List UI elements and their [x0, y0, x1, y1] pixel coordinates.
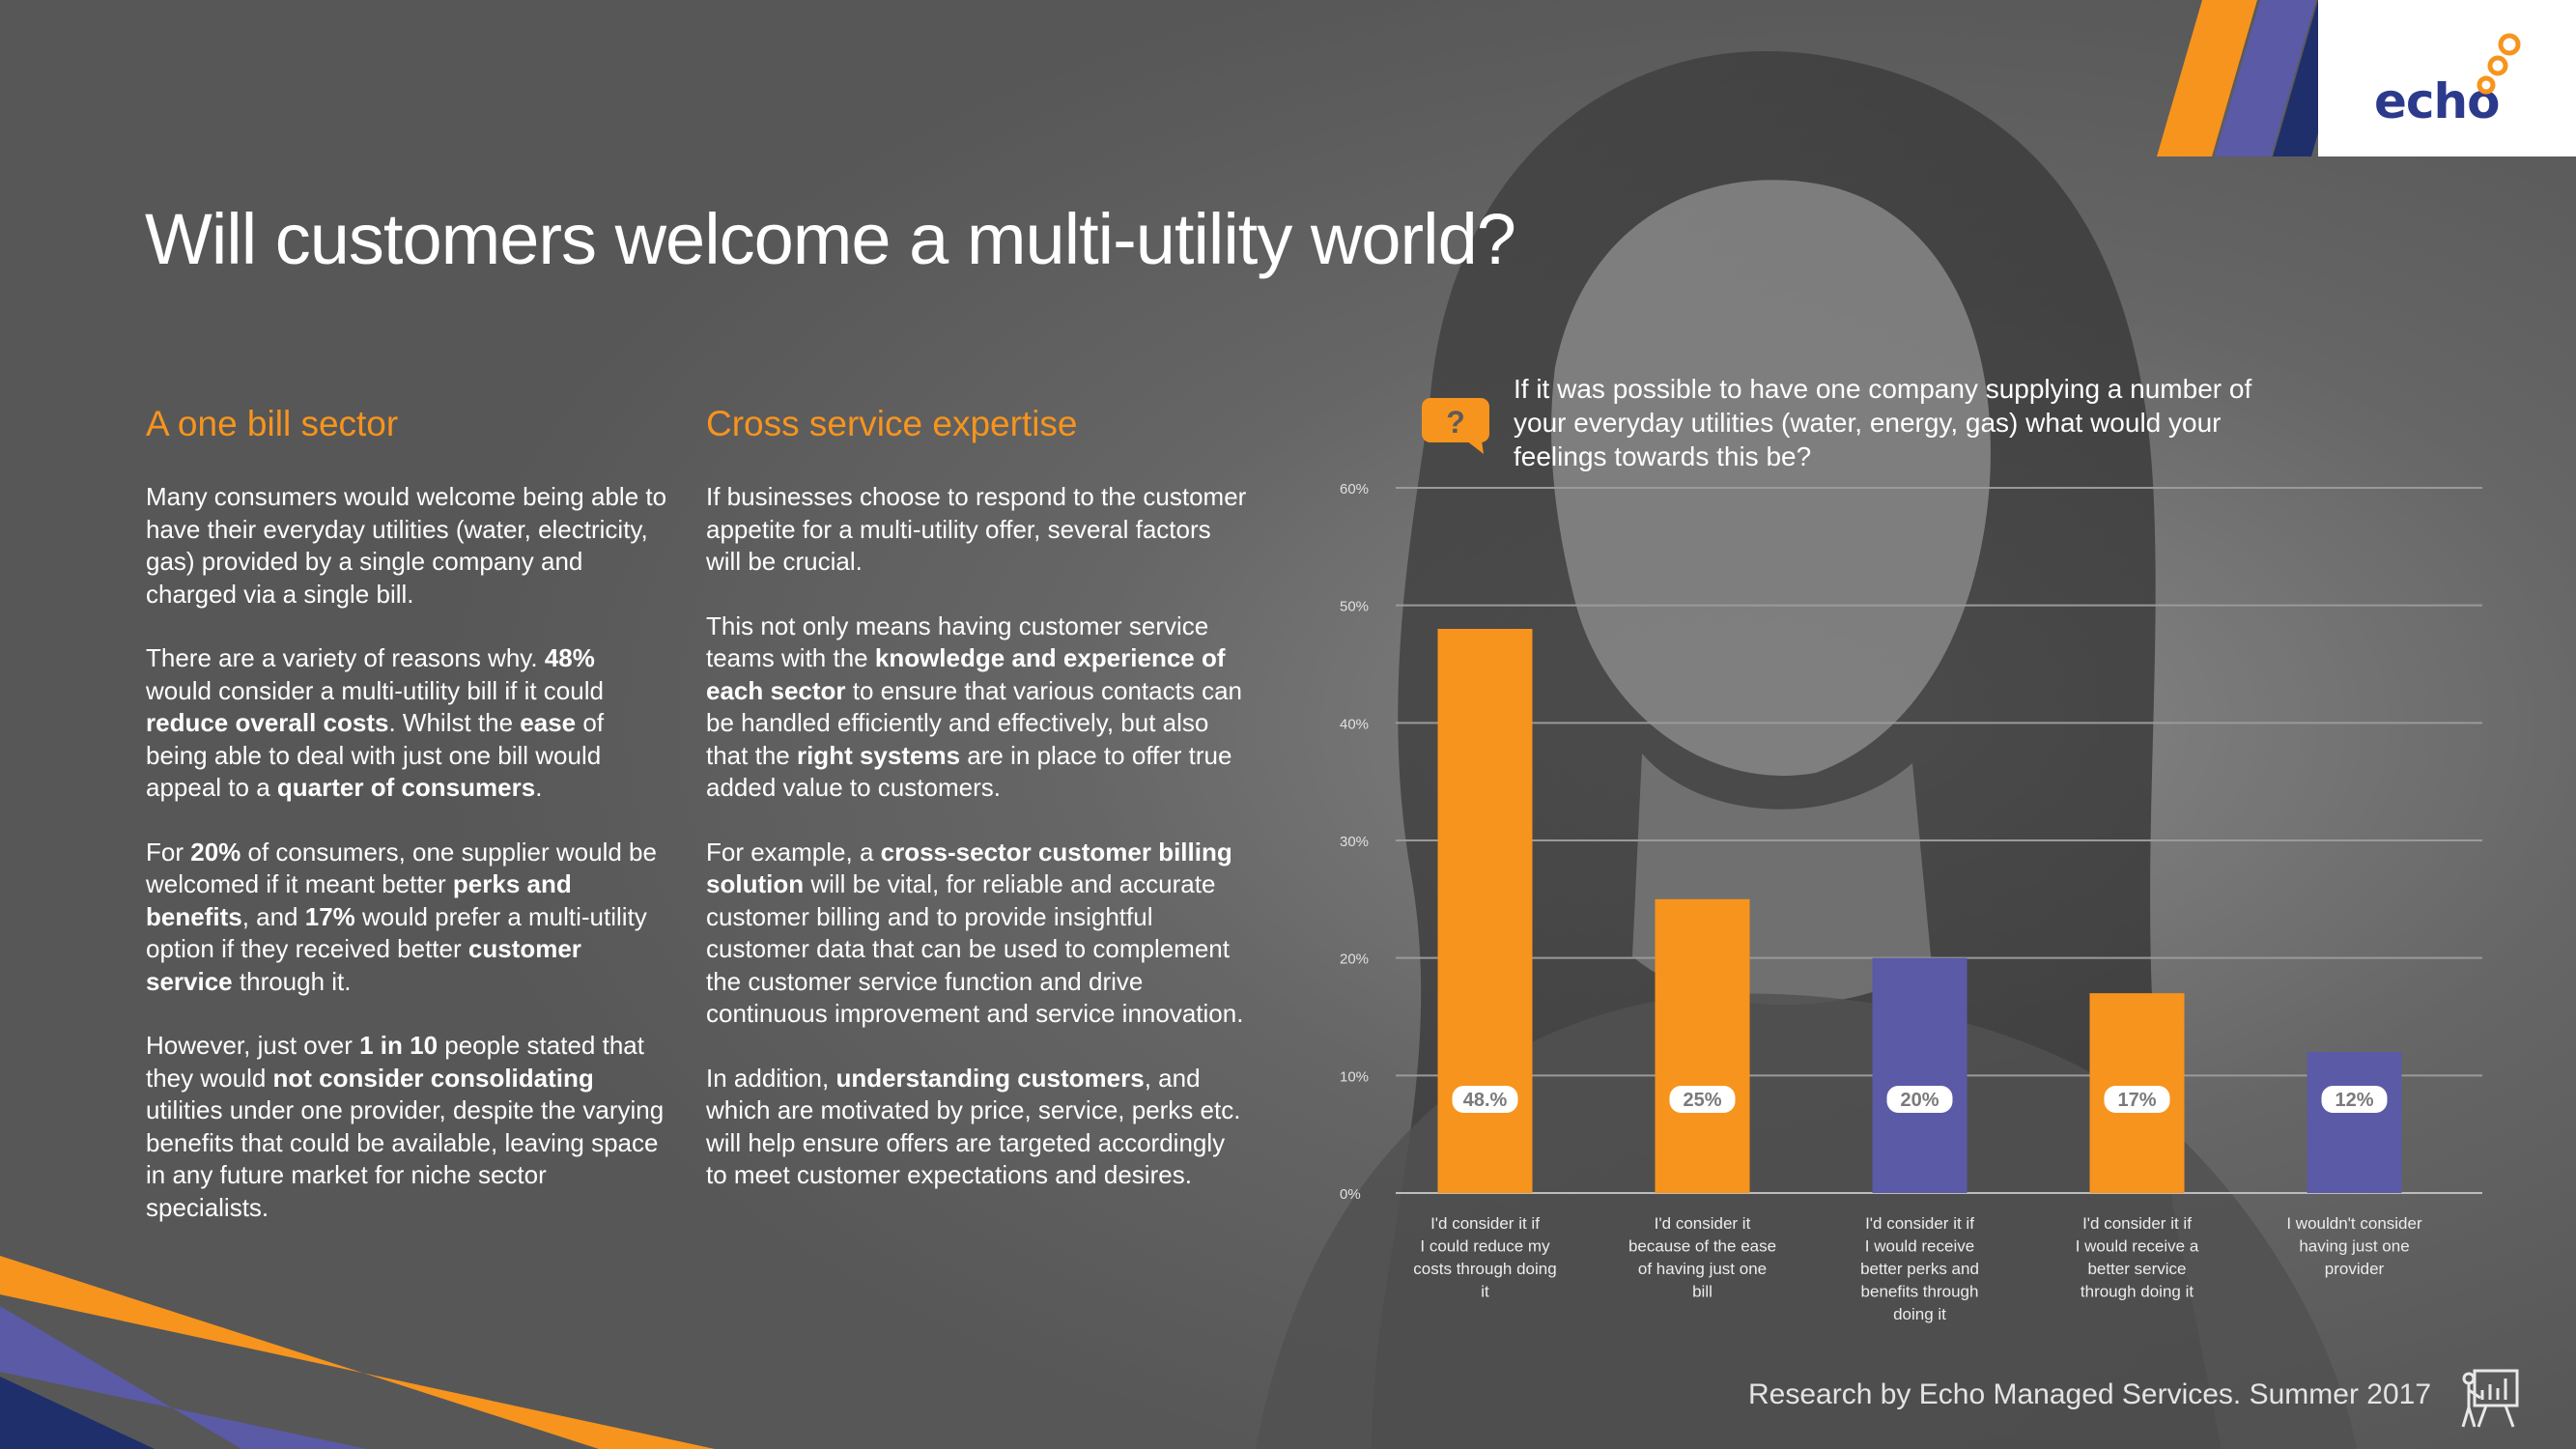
text-run: For: [146, 837, 191, 867]
cross-service-paragraph-3: For example, a cross-sector customer bil…: [706, 837, 1247, 1031]
one-bill-paragraph-3: For 20% of consumers, one supplier would…: [146, 837, 667, 999]
text-run: .: [535, 773, 543, 802]
data-label: 25%: [1683, 1090, 1721, 1111]
text-run: utilities under one provider, despite th…: [146, 1095, 665, 1222]
logo-box: [2318, 0, 2576, 156]
data-label-pill: [2104, 1086, 2170, 1113]
data-label-pill: [1669, 1086, 1736, 1113]
y-tick-label: 10%: [1340, 1068, 1369, 1085]
bar: [1655, 898, 1750, 1193]
data-label-pill: [2321, 1086, 2388, 1113]
text-run: knowledge and experience of each sector: [706, 643, 1226, 705]
research-credit: Research by Echo Managed Services. Summe…: [1748, 1378, 2432, 1410]
data-label: 48.%: [1463, 1090, 1508, 1111]
text-run: For example, a: [706, 837, 881, 867]
text-run: will be vital, for reliable and accurate…: [706, 869, 1244, 1028]
text-run: customer service: [146, 934, 581, 996]
text-run: people stated that they would: [146, 1031, 644, 1093]
text-run: 1 in 10: [359, 1031, 439, 1060]
text-run: 17%: [304, 901, 355, 931]
y-tick-label: 60%: [1340, 481, 1369, 497]
one-bill-paragraph-1: Many consumers would welcome being able …: [146, 482, 667, 609]
cross-service-paragraph-1: If businesses choose to respond to the c…: [706, 482, 1247, 576]
y-tick-label: 30%: [1340, 834, 1369, 850]
text-run: of being able to deal with just one bill…: [146, 708, 605, 802]
text-run: understanding customers: [835, 1063, 1145, 1093]
text-run: cross-sector customer billing solution: [706, 837, 1232, 899]
text-run: through it.: [232, 966, 352, 996]
text-run: There are a variety of reasons why.: [146, 643, 545, 672]
cross-service-heading: Cross service expertise: [706, 404, 1078, 443]
one-bill-paragraph-4: However, just over 1 in 10 people stated…: [146, 1030, 667, 1224]
text-run: would consider a multi-utility bill if i…: [146, 675, 604, 705]
y-tick-label: 20%: [1340, 952, 1369, 968]
bottom-navy-stripe: [0, 1377, 155, 1449]
text-run: However, just over: [146, 1031, 360, 1060]
text-run: . Whilst the: [388, 708, 521, 737]
text-run: ease: [520, 708, 577, 737]
text-run: would prefer a multi-utility option if t…: [146, 901, 647, 964]
text-run: 20%: [190, 837, 241, 867]
text-run: perks and benefits: [146, 869, 572, 931]
one-bill-sector-column: A one bill sector Many consumers would w…: [146, 404, 667, 1256]
logo-rings-icon: [2477, 33, 2521, 95]
text-run: to ensure that various contacts can be h…: [706, 675, 1242, 770]
text-run: 48%: [544, 643, 595, 672]
text-run: of consumers, one supplier would be welc…: [146, 837, 657, 899]
text-run: In addition,: [706, 1063, 836, 1093]
one-bill-sector-heading: A one bill sector: [146, 404, 399, 443]
chart-title: If it was possible to have one company s…: [1514, 374, 2252, 471]
y-tick-label: 0%: [1340, 1186, 1361, 1203]
cross-service-paragraph-2: This not only means having customer serv…: [706, 611, 1247, 805]
bar: [2307, 1052, 2402, 1193]
top-orange-stripe: [2157, 0, 2257, 156]
one-bill-paragraph-2: There are a variety of reasons why. 48% …: [146, 642, 667, 805]
portrait-face-shape: [1551, 180, 1991, 777]
text-run: quarter of consumers: [276, 773, 536, 802]
y-tick-label: 40%: [1340, 716, 1369, 732]
bottom-purple-stripe: [0, 1306, 367, 1449]
bar: [1872, 957, 1967, 1193]
text-run: right systems: [796, 740, 961, 770]
category-label: I'd consider it if I would receive better …: [1860, 1214, 1979, 1323]
data-label: 20%: [1900, 1090, 1939, 1111]
data-label-pill: [1886, 1086, 1953, 1113]
text-run: , and which are motivated by price, serv…: [706, 1063, 1241, 1190]
cross-service-column: Cross service expertise If businesses ch…: [706, 404, 1247, 1224]
category-label: I'd consider it because of the ease of hav…: [1628, 1214, 1776, 1301]
category-label: I'd consider it if I could reduce my costs…: [1413, 1214, 1556, 1301]
data-label: 12%: [2335, 1090, 2373, 1111]
category-label: I wouldn't consider having just one provid…: [2286, 1214, 2422, 1278]
y-tick-label: 50%: [1340, 599, 1369, 615]
presentation-chart-icon: [2461, 1369, 2519, 1428]
text-run: not consider consolidating: [272, 1063, 594, 1093]
data-label: 17%: [2117, 1090, 2156, 1111]
text-run: reduce overall costs: [146, 708, 389, 737]
question-mark: ?: [1446, 405, 1465, 440]
question-speech-bubble-icon: ?: [1422, 398, 1489, 454]
text-run: This not only means having customer serv…: [706, 611, 1209, 673]
text-run: are in place to offer true added value t…: [706, 740, 1232, 803]
bar-chart: 0% 10% 20% 30% 40% 50% 60% 48.% I'd consider it …: [1340, 481, 2482, 1323]
data-label-pill: [1452, 1086, 1518, 1113]
page-title: Will customers welcome a multi-utility w…: [145, 199, 1516, 279]
top-purple-stripe: [2215, 0, 2316, 156]
category-label: I'd consider it if I would receive a bette…: [2076, 1214, 2199, 1301]
text-run: , and: [241, 901, 305, 931]
cross-service-paragraph-4: In addition, understanding customers, an…: [706, 1063, 1247, 1192]
